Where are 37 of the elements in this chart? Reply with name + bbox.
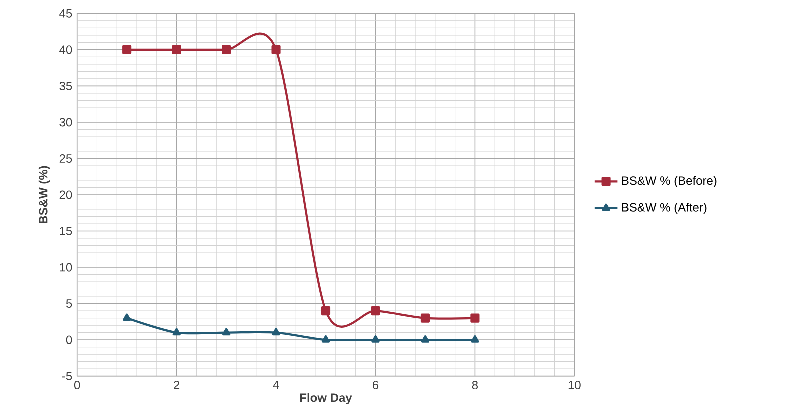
y-tick-label: 30 <box>60 118 72 127</box>
point <box>421 336 430 343</box>
point <box>420 314 430 323</box>
point <box>322 336 330 343</box>
point <box>321 306 331 316</box>
point <box>272 45 281 54</box>
point <box>272 328 280 336</box>
x-tick-label: 4 <box>273 381 280 390</box>
y-tick-label: 40 <box>60 46 72 54</box>
x-axis-title: Flow Day <box>300 393 352 405</box>
y-axis-title: BS&W (%) <box>38 166 50 224</box>
point <box>371 306 380 316</box>
point <box>172 328 181 336</box>
point <box>122 45 132 54</box>
y-tick-label: 10 <box>60 263 72 272</box>
x-tick-label: 10 <box>568 381 581 390</box>
y-tick-label: 5 <box>66 300 72 308</box>
point <box>222 328 231 336</box>
point <box>222 45 232 54</box>
x-tick-label: 0 <box>74 381 80 390</box>
y-tick-label: 45 <box>60 9 72 18</box>
y-tick-label: 35 <box>60 82 72 90</box>
y-tick-label: 20 <box>60 190 72 200</box>
y-tick-label: -5 <box>62 372 72 381</box>
x-tick-label: 6 <box>373 381 379 390</box>
point <box>471 336 480 343</box>
y-tick-label: 0 <box>66 336 72 344</box>
legend-label: BS&W % (After) <box>622 202 707 214</box>
y-tick-label: 15 <box>60 227 72 236</box>
point <box>172 45 182 54</box>
legend-label: BS&W % (Before) <box>622 176 717 188</box>
point <box>123 314 132 322</box>
point <box>372 336 380 343</box>
x-tick-label: 8 <box>472 381 478 390</box>
y-tick-label: 25 <box>60 154 72 163</box>
x-tick-label: 2 <box>174 381 180 390</box>
point <box>470 314 480 323</box>
